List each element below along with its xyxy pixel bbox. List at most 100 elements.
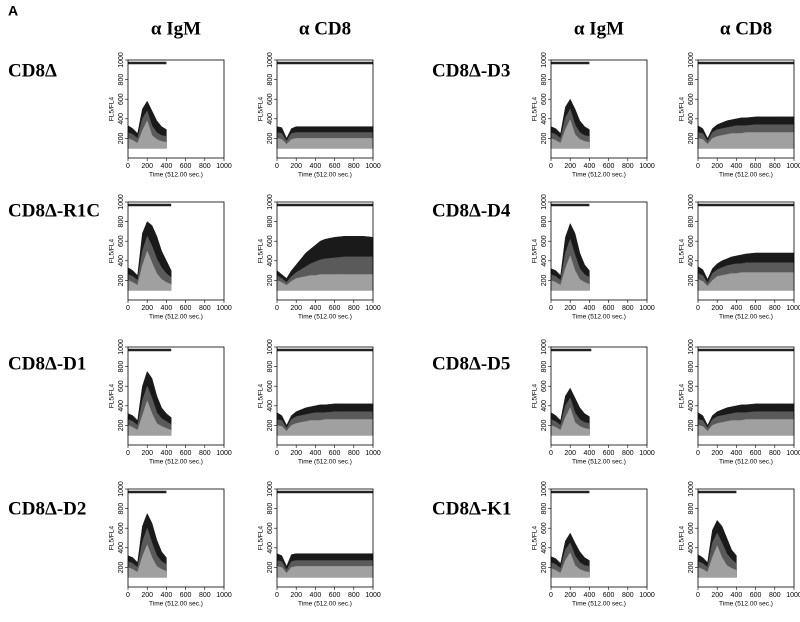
x-tick-label: 400 [310,592,322,599]
y-tick-label: 800 [118,74,125,86]
x-tick-label: 800 [199,450,211,457]
y-tick-label: 200 [118,419,125,431]
x-tick-label: 600 [329,305,341,312]
x-tick-label: 800 [348,450,360,457]
y-tick-label: 400 [118,255,125,267]
x-tick-label: 800 [348,592,360,599]
y-tick-label: 1000 [688,481,695,497]
x-tick-label: 600 [180,163,192,170]
y-tick-label: 400 [267,400,274,412]
y-tick-label: 800 [267,361,274,373]
plot: 0 200 400 600 800 1000 200 400 600 800 1000 Time (5… [109,339,232,466]
x-tick-label: 400 [731,450,743,457]
x-tick-label: 1000 [365,305,381,312]
x-tick-label: 0 [275,592,279,599]
x-tick-label: 0 [126,163,130,170]
y-tick-label: 400 [118,113,125,125]
plot-frame [276,346,374,446]
x-tick-label: 1000 [639,592,655,599]
x-tick-label: 800 [769,450,781,457]
y-axis-label: FL5/FL4 [258,526,265,551]
x-tick-label: 0 [549,305,553,312]
y-tick-label: 200 [118,274,125,286]
x-tick-label: 400 [584,163,596,170]
x-tick-label: 600 [329,450,341,457]
row-label: CD8Δ-D4 [432,200,511,221]
y-tick-label: 200 [541,419,548,431]
y-tick-label: 600 [118,522,125,534]
x-tick-label: 600 [329,592,341,599]
y-axis-label: FL5/FL4 [109,526,116,551]
y-axis-label: FL5/FL4 [258,97,265,122]
x-axis-label: Time (512.00 sec.) [572,601,626,608]
plot-frame [550,59,648,159]
x-tick-label: 0 [275,305,279,312]
x-tick-label: 200 [141,450,153,457]
x-tick-label: 200 [141,163,153,170]
y-axis-label: FL5/FL4 [532,384,539,409]
plot: 0 200 400 600 800 1000 200 400 600 800 1000 Time (5… [258,339,381,466]
row-label: CD8Δ-D3 [432,60,510,81]
y-tick-label: 200 [541,561,548,573]
density-band [276,138,374,149]
y-tick-label: 800 [267,503,274,515]
y-axis-label: FL5/FL4 [109,97,116,122]
y-tick-label: 1000 [267,481,274,497]
x-tick-label: 200 [564,305,576,312]
plot-frame [127,59,225,159]
x-tick-label: 400 [161,305,173,312]
x-tick-label: 400 [161,450,173,457]
y-tick-label: 400 [267,255,274,267]
y-tick-label: 200 [267,419,274,431]
density-band [697,419,795,436]
x-tick-label: 800 [199,305,211,312]
x-tick-label: 0 [126,305,130,312]
row-label: CD8Δ-D5 [432,353,510,374]
y-tick-label: 600 [267,93,274,105]
y-axis-label: FL5/FL4 [109,384,116,409]
y-axis-label: FL5/FL4 [258,384,265,409]
y-tick-label: 800 [541,216,548,228]
y-tick-label: 400 [267,113,274,125]
x-tick-label: 800 [199,163,211,170]
x-tick-label: 400 [161,163,173,170]
x-tick-label: 800 [199,592,211,599]
x-tick-label: 600 [750,450,762,457]
x-tick-label: 1000 [365,163,381,170]
x-axis-label: Time (512.00 sec.) [149,601,203,608]
y-tick-label: 800 [118,361,125,373]
x-tick-label: 0 [549,163,553,170]
y-tick-label: 1000 [541,52,548,68]
panel-label: A [8,3,18,19]
x-axis-label: Time (512.00 sec.) [298,459,352,466]
density-band [127,544,167,578]
column-header: α CD8 [299,18,351,39]
y-axis-label: FL5/FL4 [532,239,539,264]
x-tick-label: 1000 [639,450,655,457]
plot: 0 200 400 600 800 1000 200 400 600 800 1000 Time (5… [258,52,381,179]
x-tick-label: 200 [711,592,723,599]
y-tick-label: 600 [118,380,125,392]
y-tick-label: 200 [118,132,125,144]
y-tick-label: 1000 [118,339,125,355]
y-tick-label: 400 [541,255,548,267]
density-band [550,552,590,578]
plot-frame [697,201,795,301]
y-tick-label: 600 [688,93,695,105]
plot: 0 200 400 600 800 1000 200 400 600 800 1000 Time (5… [532,52,655,179]
row-label: CD8Δ [8,60,57,81]
y-tick-label: 800 [541,361,548,373]
x-tick-label: 1000 [216,305,232,312]
x-axis-label: Time (512.00 sec.) [719,314,773,321]
plot-frame [127,346,225,446]
x-tick-label: 400 [731,163,743,170]
x-tick-label: 400 [161,592,173,599]
y-tick-label: 200 [267,561,274,573]
y-tick-label: 1000 [688,52,695,68]
plot-frame [276,201,374,301]
x-tick-label: 0 [549,450,553,457]
y-tick-label: 600 [688,380,695,392]
y-tick-label: 400 [541,400,548,412]
y-tick-label: 200 [118,561,125,573]
y-tick-label: 1000 [688,194,695,210]
